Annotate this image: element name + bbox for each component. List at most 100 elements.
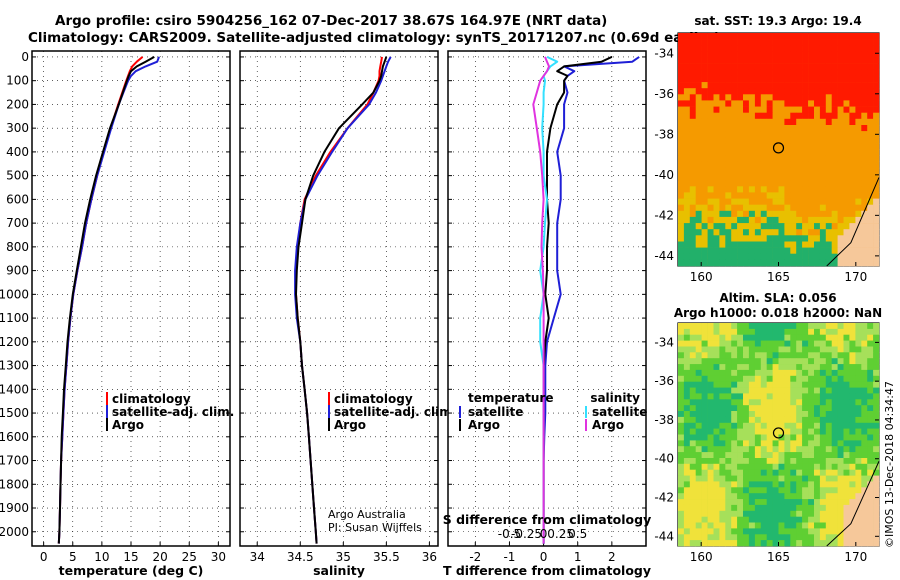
map-cell [731,358,738,365]
map-cell [766,253,773,261]
map-cell [760,416,767,424]
map-cell [678,405,685,412]
map-cell [760,192,767,199]
map-cell [695,422,702,429]
map-cell [861,137,868,144]
map-cell [683,522,691,529]
y-tick-label: 1600 [0,430,29,444]
map-cell [808,487,815,494]
map-cell [683,241,691,248]
map-cell [689,469,696,476]
map-cell [760,137,767,144]
map-cell [802,192,809,199]
map-cell [861,375,868,382]
map-cell [689,229,696,236]
map-cell [819,358,827,365]
map-cell [855,137,862,144]
map-cell [748,180,756,187]
map-cell [861,106,868,113]
map-cell [737,422,744,429]
map-cell [855,94,862,101]
map-cell [707,458,714,465]
difference-legend: temperature satellite Argo salinity sate… [459,391,647,432]
map-cell [678,204,685,212]
map-cell [831,469,838,476]
map-cell [814,405,821,412]
map-cell [737,33,744,40]
map-cell [867,229,874,236]
map-cell [683,69,691,77]
map-cell [772,416,779,424]
map-cell [683,82,691,89]
map-cell [689,493,696,500]
map-cell [849,192,856,199]
map-cell [725,346,732,353]
map-cell [843,481,850,488]
map-cell [843,334,850,341]
map-cell [831,57,838,64]
map-cell [678,198,685,205]
map-cell [713,45,720,52]
map-cell [731,346,738,353]
map-cell [707,475,714,482]
map-cell [873,229,880,236]
map-cell [825,487,832,494]
map-cell [825,210,832,218]
x-tick-label: 15 [123,550,138,564]
map-cell [760,458,767,465]
map-cell [731,428,738,435]
map-cell [713,186,720,193]
legend-salinity-title: salinity [590,391,640,405]
map-cell [689,346,696,353]
map-cell [748,334,756,341]
map-cell [831,241,838,248]
map-cell [855,493,862,500]
map-cell [861,198,868,205]
map-cell [754,369,762,377]
map-cell [713,416,720,424]
map-cell [772,174,779,181]
map-cell [713,112,720,120]
map-cell [819,469,827,476]
map-cell [849,504,856,512]
map-cell [743,510,750,517]
map-cell [784,328,791,336]
map-cell [825,452,832,459]
map-cell [814,51,821,58]
map-cell [678,69,685,77]
map-cell [825,469,832,476]
map-cell [873,323,880,330]
map-cell [825,399,832,406]
map-cell [719,416,726,424]
map-cell [683,352,691,359]
map-cell [725,422,732,429]
map-cell [778,112,785,120]
map-cell [849,364,856,371]
map-cell [766,100,773,107]
map-cell [731,247,738,254]
salinity-lines [294,56,392,544]
map-cell [754,118,762,126]
map-cell [778,118,785,126]
map-cell [849,198,856,205]
map-cell [778,51,785,58]
map-cell [707,259,714,267]
map-cell [837,463,844,470]
map-cell [707,346,714,353]
map-cell [737,223,744,230]
map-cell [695,143,702,150]
map-cell [754,161,762,169]
map-cell [725,469,732,476]
map-cell [784,504,791,512]
map-cell [678,334,685,341]
map-cell [837,57,844,64]
map-cell [760,45,767,52]
map-cell [707,57,714,64]
map-cell [772,223,779,230]
map-cell [737,125,744,132]
map-cell [754,352,762,359]
map-cell [831,204,838,212]
y-tick-label: 1100 [0,311,29,325]
map-cell [784,241,791,248]
map-cell [743,387,750,394]
